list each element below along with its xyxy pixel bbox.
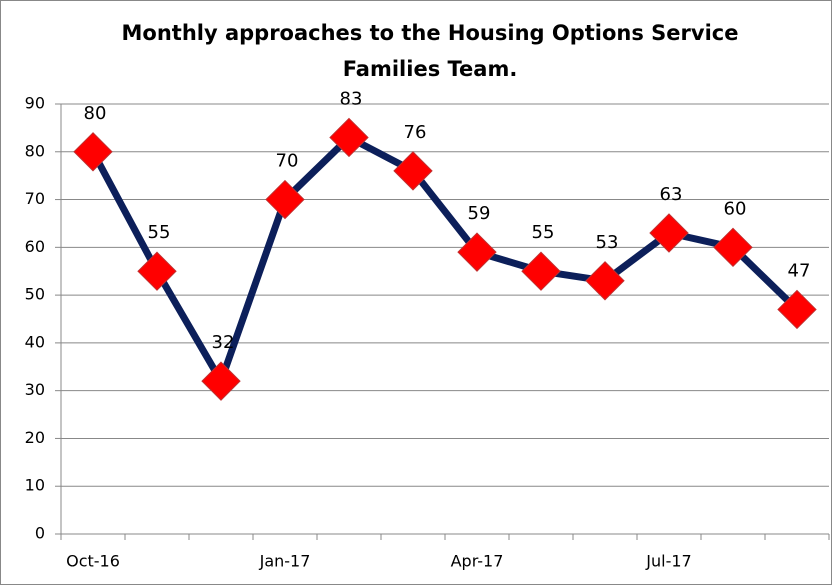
- x-tick-label: Jan-17: [259, 552, 311, 571]
- y-tick-label: 80: [25, 141, 45, 160]
- y-tick-label: 40: [25, 332, 45, 351]
- x-tick-label: Apr-17: [451, 552, 504, 571]
- data-label: 83: [340, 88, 363, 109]
- y-tick-label: 30: [25, 380, 45, 399]
- data-marker: [393, 151, 433, 191]
- data-marker: [329, 117, 369, 158]
- data-label: 32: [212, 332, 235, 353]
- data-label: 63: [660, 184, 683, 205]
- y-tick-label: 20: [25, 428, 45, 447]
- data-marker: [521, 251, 561, 291]
- data-marker: [777, 289, 817, 330]
- data-label: 59: [468, 203, 491, 224]
- x-tick-label: Jul-17: [645, 552, 691, 571]
- chart-title: Monthly approaches to the Housing Option…: [122, 21, 739, 45]
- y-tick-label: 0: [35, 524, 45, 543]
- data-label: 60: [724, 198, 747, 219]
- x-tick-label: Oct-16: [66, 552, 120, 571]
- y-tick-label: 70: [25, 189, 45, 208]
- data-label: 55: [532, 222, 555, 243]
- data-marker: [713, 227, 753, 268]
- y-tick-label: 10: [25, 476, 45, 495]
- data-label: 47: [788, 260, 811, 281]
- data-label: 76: [404, 122, 427, 143]
- data-marker: [457, 232, 497, 272]
- data-marker: [201, 361, 241, 401]
- chart-title: Families Team.: [343, 57, 518, 81]
- data-label: 80: [84, 103, 107, 124]
- y-tick-label: 60: [25, 237, 45, 256]
- data-marker: [585, 261, 625, 301]
- data-marker: [265, 179, 305, 220]
- y-tick-label: 50: [25, 285, 45, 304]
- data-label: 70: [276, 151, 299, 172]
- data-marker: [649, 213, 689, 253]
- data-label: 55: [148, 222, 171, 243]
- y-tick-label: 90: [25, 94, 45, 113]
- data-label: 53: [596, 232, 619, 253]
- data-marker: [73, 132, 113, 172]
- data-marker: [137, 251, 177, 291]
